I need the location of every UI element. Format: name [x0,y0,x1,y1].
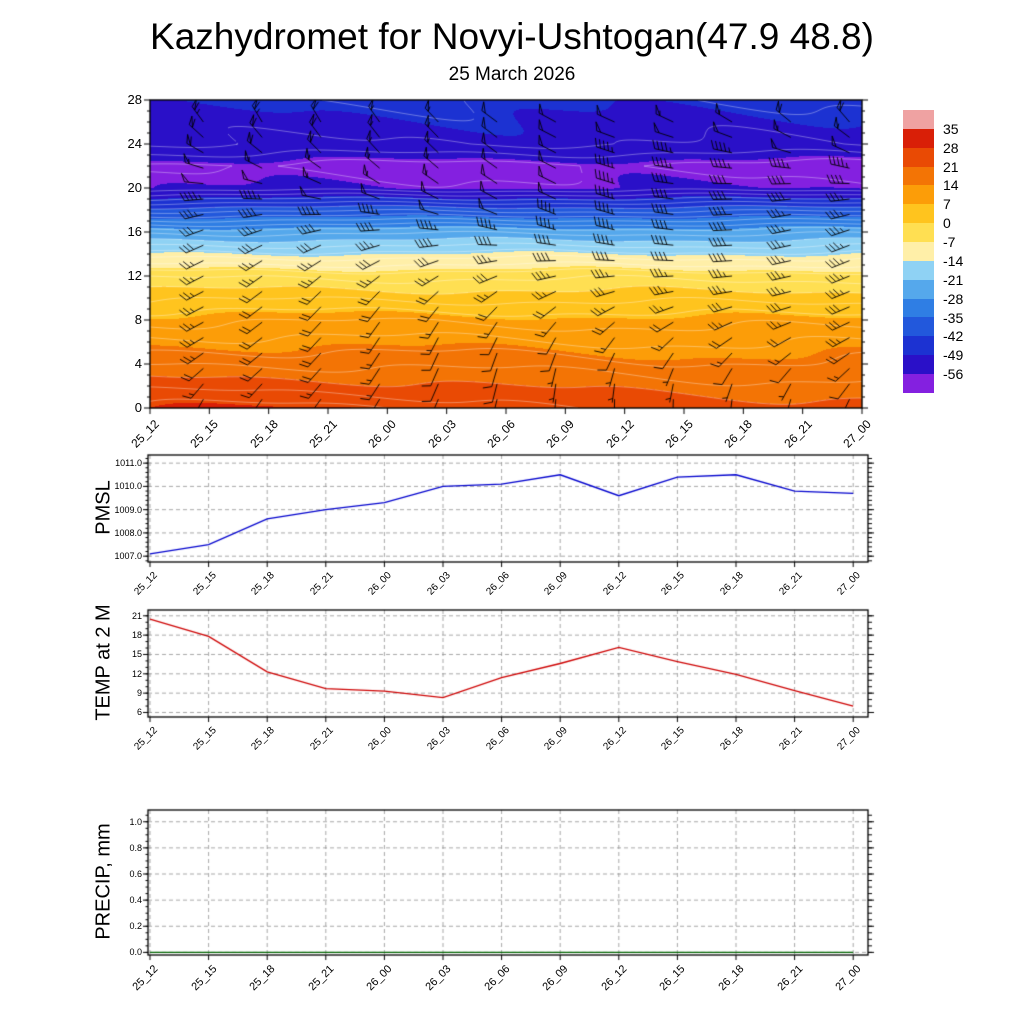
colorbar-segment [903,110,934,129]
colorbar-label: 35 [943,120,959,137]
prec-ytick: 1.0 [129,816,142,827]
colorbar-segment [903,147,934,167]
colorbar-segment [903,166,934,186]
cross-section-ytick: 24 [127,136,142,151]
colorbar-label: -14 [943,252,964,269]
temperature-colorbar [903,110,934,393]
colorbar-label: -28 [943,290,964,307]
precip-axis-title: PRECIP, mm [92,822,115,940]
colorbar-segment [903,242,934,261]
precip-chart [132,794,884,971]
page-title: Kazhydromet for Novyi-Ushtogan(47.9 48.8… [150,16,874,57]
colorbar-label: -42 [943,328,964,345]
cross-section-ytick: 8 [134,312,142,327]
temp2m-axis-title: TEMP at 2 M [92,603,115,721]
colorbar-label: -21 [943,271,964,288]
prec-ytick: 0.6 [129,869,142,879]
colorbar-label: 0 [943,215,951,232]
temp-ytick: 12 [131,668,142,679]
colorbar-segment [903,298,934,318]
cross-section-ytick: 28 [127,92,142,107]
pmsl-ytick: 1010.0 [114,481,142,492]
colorbar-segment [903,260,934,280]
cross-section-ytick: 20 [127,180,142,195]
temp-ytick: 15 [131,649,142,660]
colorbar-segment [903,317,934,337]
colorbar-label: 7 [943,196,951,213]
colorbar-segment [903,185,934,205]
prec-ytick: 0.8 [129,842,142,853]
colorbar-segment [903,279,934,299]
temp-ytick: 6 [136,707,142,718]
date-subtitle: 25 March 2026 [448,64,576,85]
colorbar-segment [903,374,934,393]
cross-section-ytick: 16 [127,224,142,239]
pmsl-ytick: 1011.0 [115,458,142,469]
colorbar-segment [903,355,934,375]
pmsl-ytick: 1007.0 [114,551,142,562]
pmsl-ytick: 1009.0 [114,504,142,515]
temp-ytick: 9 [136,688,142,699]
colorbar-segment [903,223,934,243]
temp-ytick: 21 [131,610,142,621]
temp-ytick: 18 [131,630,142,641]
pmsl-chart [132,439,884,578]
cross-section-ytick: 0 [134,400,142,415]
colorbar-label: 28 [943,139,959,156]
prec-ytick: 0.4 [129,895,142,906]
colorbar-segment [903,336,934,356]
colorbar-segment [903,204,934,224]
cross-section-ytick: 12 [127,268,142,283]
colorbar-label: 14 [943,177,959,194]
colorbar-segment [903,128,934,148]
colorbar-label: -49 [943,347,964,364]
prec-ytick: 0.0 [129,947,142,958]
colorbar-label: -7 [943,234,956,251]
cross-section-plot [132,82,880,426]
prec-ytick: 0.2 [129,921,142,932]
temp2m-chart [132,594,884,733]
colorbar-label: 21 [943,158,959,175]
pmsl-ytick: 1008.0 [114,527,142,538]
cross-section-ytick: 4 [134,356,142,371]
colorbar-label: -35 [943,309,964,326]
colorbar-label: -56 [943,366,964,383]
